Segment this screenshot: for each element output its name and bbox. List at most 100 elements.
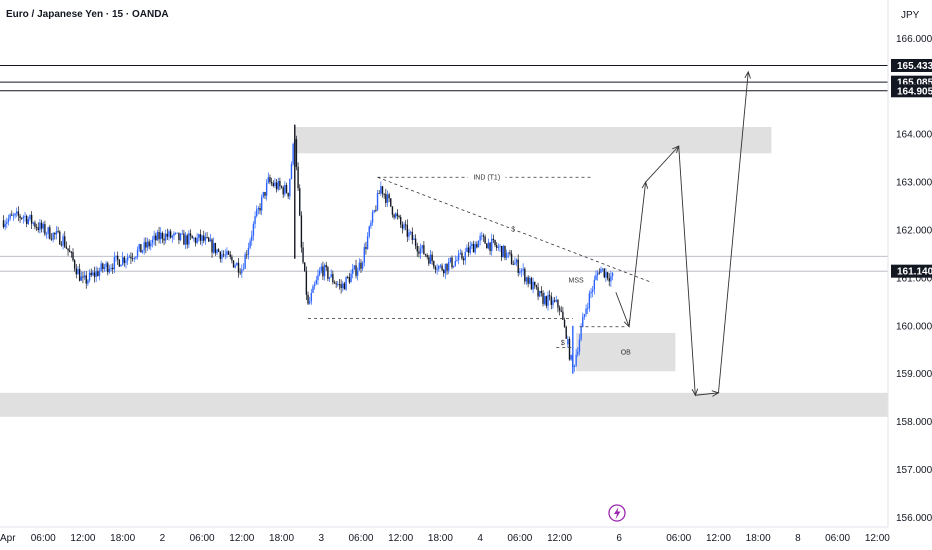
candle	[332, 270, 334, 285]
candle	[595, 270, 597, 281]
candle	[201, 234, 203, 247]
candle	[310, 288, 313, 305]
candle	[11, 210, 13, 216]
candle	[343, 281, 346, 290]
candle	[522, 263, 524, 276]
candle	[80, 271, 82, 281]
candle	[456, 256, 458, 262]
candle	[259, 203, 261, 215]
candle	[553, 296, 556, 303]
candle	[365, 241, 367, 255]
price-tag-0[interactable]: 165.433	[891, 58, 932, 72]
candle	[386, 190, 389, 207]
projection-arrow[interactable]	[678, 146, 699, 397]
candle	[181, 229, 183, 235]
candle	[22, 214, 25, 224]
candle	[476, 241, 478, 249]
candle	[583, 313, 586, 320]
candle	[118, 258, 121, 267]
candle	[327, 265, 329, 282]
candle	[191, 235, 193, 239]
candle	[471, 241, 473, 250]
candle	[587, 302, 589, 314]
candle	[189, 229, 192, 241]
candle	[62, 233, 64, 250]
candles-layer	[2, 124, 614, 374]
projection-arrow[interactable]	[718, 70, 751, 393]
candle	[489, 242, 491, 255]
supply-demand-zone-0[interactable]	[294, 126, 772, 154]
candle	[452, 265, 455, 269]
candle	[325, 261, 327, 271]
candle	[517, 254, 519, 277]
candle	[545, 295, 548, 309]
candle	[588, 290, 591, 312]
dashed-line-1[interactable]	[377, 176, 653, 284]
candle	[174, 232, 177, 235]
candle	[381, 185, 384, 198]
candle	[290, 161, 293, 180]
candle	[547, 291, 549, 311]
currency-label[interactable]: JPY	[901, 10, 920, 21]
candle	[482, 233, 485, 242]
candle	[102, 262, 104, 273]
candle	[500, 245, 503, 262]
projection-arrow[interactable]	[628, 180, 649, 327]
candle	[199, 229, 202, 245]
time-tick: 06:00	[507, 533, 532, 544]
candle	[596, 270, 599, 281]
candle	[2, 215, 5, 229]
candle	[593, 275, 596, 295]
candle	[444, 263, 447, 279]
candle	[610, 270, 612, 287]
candle	[469, 241, 471, 256]
price-tag-3[interactable]: 161.140	[891, 264, 932, 278]
time-tick: 18:00	[428, 533, 453, 544]
price-tag-2[interactable]: 164.905	[891, 84, 932, 98]
candle	[577, 346, 579, 357]
candle	[352, 263, 354, 279]
candle	[12, 212, 15, 221]
candle	[539, 290, 541, 298]
candle	[95, 266, 97, 283]
candle	[133, 256, 135, 263]
candle	[421, 244, 423, 253]
candle	[17, 206, 20, 221]
candle	[520, 268, 523, 278]
time-tick: 4	[477, 533, 483, 544]
candle	[196, 233, 198, 245]
candle	[361, 260, 364, 272]
candle	[73, 259, 76, 272]
candle	[249, 238, 251, 250]
candle	[232, 260, 235, 268]
price-tick: 160.000	[896, 321, 932, 332]
candle	[254, 211, 256, 229]
projection-arrow[interactable]	[615, 292, 630, 328]
annotation-label-0: IND (T1)	[473, 175, 500, 182]
candle	[113, 251, 116, 274]
candle	[184, 231, 187, 250]
order-block-zone[interactable]	[576, 332, 676, 372]
candle	[21, 217, 23, 220]
candle	[492, 234, 495, 244]
candle	[6, 217, 8, 229]
candle	[14, 212, 16, 219]
candle	[30, 211, 33, 229]
candle	[537, 282, 539, 301]
supply-demand-zone-1[interactable]	[0, 392, 888, 417]
time-tick: 06:00	[31, 533, 56, 544]
candle	[77, 266, 79, 275]
candle	[123, 256, 126, 267]
candle	[55, 226, 58, 240]
candle	[335, 281, 337, 289]
time-scale[interactable]	[0, 527, 888, 550]
candle	[567, 335, 569, 348]
candle	[562, 307, 564, 320]
candle	[356, 267, 359, 281]
lightning-icon[interactable]	[608, 504, 626, 522]
candle	[219, 251, 222, 263]
candle	[370, 220, 372, 230]
candle	[302, 241, 304, 265]
time-tick: 12:00	[865, 533, 890, 544]
